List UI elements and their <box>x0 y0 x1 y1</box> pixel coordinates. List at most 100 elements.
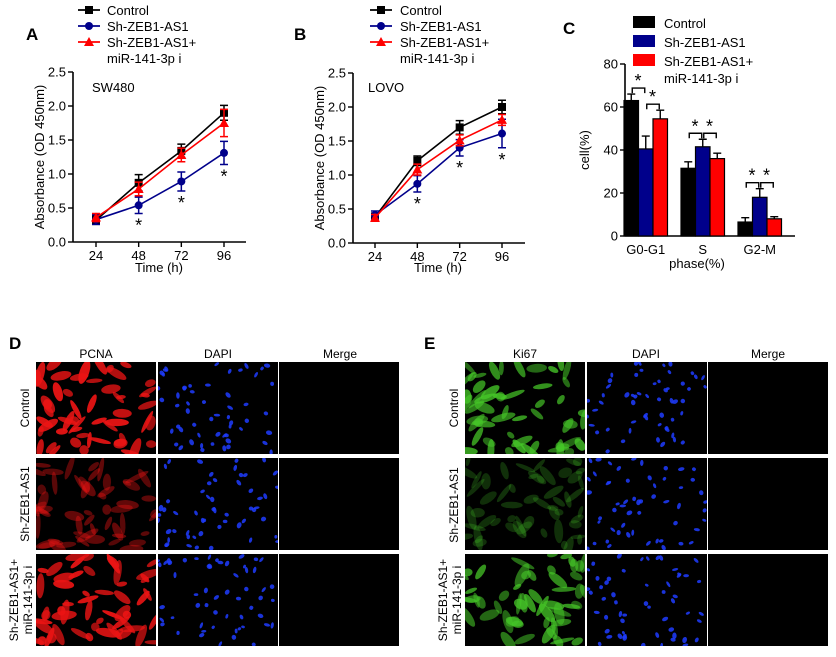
cell <box>91 417 107 425</box>
cell <box>523 494 539 504</box>
column-header-dapi: DAPI <box>632 347 660 361</box>
nucleus <box>158 562 162 568</box>
cell <box>577 505 584 518</box>
nucleus <box>165 528 172 535</box>
nucleus <box>607 544 612 548</box>
data-point <box>454 135 465 145</box>
cell <box>467 371 477 382</box>
nucleus <box>588 590 593 595</box>
cell <box>129 539 146 547</box>
nucleus <box>616 529 621 536</box>
legend-marker <box>85 22 93 30</box>
nucleus <box>630 393 636 398</box>
cell <box>46 362 62 371</box>
nucleus <box>657 397 662 402</box>
cell <box>85 378 103 383</box>
nucleus <box>222 519 228 524</box>
cell <box>38 542 56 549</box>
nucleus <box>275 540 278 543</box>
cell <box>482 437 496 447</box>
cell <box>516 521 532 535</box>
nucleus <box>254 371 259 378</box>
cells <box>587 554 704 646</box>
nucleus <box>604 614 609 620</box>
cell <box>138 400 156 410</box>
cell <box>534 399 545 408</box>
nucleus <box>189 390 195 394</box>
nucleus <box>666 581 671 588</box>
cell <box>120 449 141 454</box>
cell <box>543 485 564 499</box>
nucleus <box>643 601 649 606</box>
x-axis-label: Time (h) <box>414 260 462 275</box>
nucleus <box>663 465 669 471</box>
panel-d: PCNA DAPI Merge Control Sh-ZEB1-AS1 Sh-Z… <box>7 347 399 646</box>
nucleus <box>248 506 254 511</box>
nucleus <box>233 573 239 578</box>
micrograph <box>587 362 707 454</box>
nucleus <box>159 605 165 610</box>
nucleus <box>225 614 229 619</box>
cells <box>465 458 585 550</box>
cell <box>140 392 150 398</box>
nucleus <box>211 625 215 629</box>
nucleus <box>620 618 625 624</box>
data-point <box>370 212 380 222</box>
nucleus <box>239 614 244 620</box>
cell <box>533 459 546 472</box>
cell <box>554 519 564 544</box>
nucleus <box>225 438 232 444</box>
nucleus <box>242 473 248 478</box>
nucleus <box>702 518 707 522</box>
row-label-sh: Sh-ZEB1-AS1 <box>18 466 32 542</box>
nucleus <box>680 411 684 416</box>
legend-marker <box>377 22 385 30</box>
cell <box>42 606 50 622</box>
nucleus <box>170 616 175 620</box>
bar <box>694 146 711 237</box>
significance-star: * <box>456 158 463 178</box>
cell <box>570 534 585 539</box>
nucleus <box>647 605 651 609</box>
nucleus <box>617 633 623 639</box>
cell <box>558 467 573 479</box>
nucleus <box>222 433 228 438</box>
nucleus <box>645 556 650 561</box>
nucleus <box>244 362 249 369</box>
cell <box>465 523 486 531</box>
cell <box>528 470 547 485</box>
significance-star: * <box>498 150 505 170</box>
nucleus <box>202 518 207 523</box>
cell <box>148 613 156 630</box>
nucleus <box>253 506 260 510</box>
nucleus <box>158 513 162 517</box>
nucleus <box>228 424 232 429</box>
nucleus <box>588 458 593 464</box>
significance-bracket <box>646 103 660 110</box>
cell <box>571 600 583 610</box>
nucleus <box>592 471 597 477</box>
nucleus <box>193 593 199 597</box>
cell <box>88 468 101 481</box>
cell <box>551 586 577 592</box>
cells <box>158 362 275 454</box>
cell <box>473 525 483 550</box>
nucleus <box>224 560 230 567</box>
cell <box>85 632 94 642</box>
nucleus <box>189 439 195 446</box>
nucleus <box>244 586 249 592</box>
nucleus <box>656 437 660 443</box>
nucleus <box>263 411 269 416</box>
nucleus <box>626 532 631 538</box>
nucleus <box>235 596 242 601</box>
column-header-pcna: PCNA <box>79 347 112 361</box>
nucleus <box>662 363 666 368</box>
bar <box>751 196 768 237</box>
cell <box>138 468 151 488</box>
cell <box>36 502 49 515</box>
cell <box>122 480 132 486</box>
nucleus <box>622 613 628 617</box>
cell <box>471 427 484 446</box>
micrograph <box>465 458 585 550</box>
cell <box>141 495 156 502</box>
